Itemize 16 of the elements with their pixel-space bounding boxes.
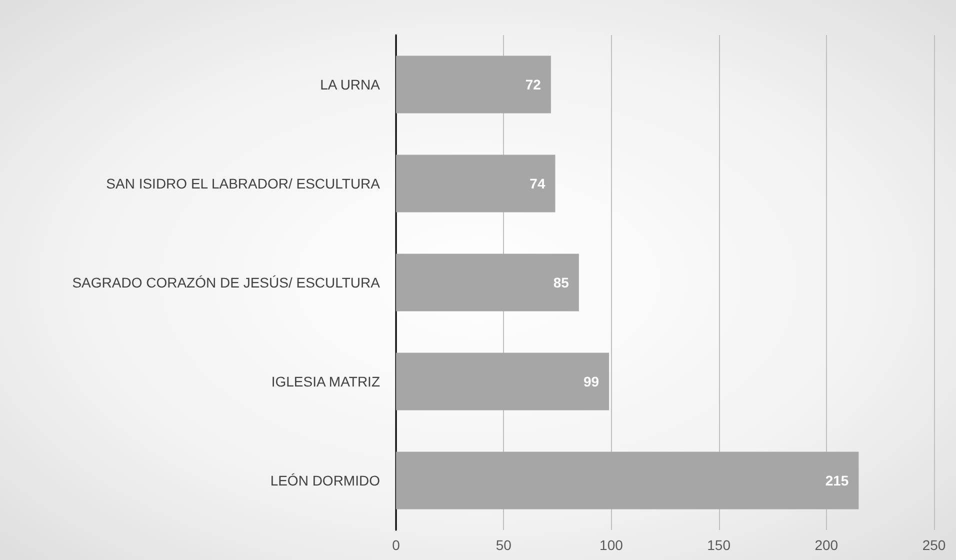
y-tick-label: LA URNA bbox=[320, 76, 381, 92]
x-tick-label: 200 bbox=[814, 537, 838, 553]
x-tick-label: 150 bbox=[707, 537, 731, 553]
y-tick-label: SAGRADO CORAZÓN DE JESÚS/ ESCULTURA bbox=[72, 274, 381, 290]
data-label: 85 bbox=[553, 274, 570, 290]
x-tick-label: 100 bbox=[600, 537, 624, 553]
data-label: 215 bbox=[825, 472, 849, 488]
y-tick-label: SAN ISIDRO EL LABRADOR/ ESCULTURA bbox=[106, 176, 381, 192]
x-tick-label: 0 bbox=[392, 537, 400, 553]
data-label: 74 bbox=[530, 176, 546, 192]
data-label: 99 bbox=[583, 374, 600, 390]
y-tick-label: LEÓN DORMIDO bbox=[270, 472, 380, 488]
data-label: 72 bbox=[525, 76, 542, 92]
x-tick-label: 50 bbox=[496, 537, 512, 553]
y-tick-label: IGLESIA MATRIZ bbox=[271, 374, 380, 390]
x-tick-label: 250 bbox=[922, 537, 946, 553]
